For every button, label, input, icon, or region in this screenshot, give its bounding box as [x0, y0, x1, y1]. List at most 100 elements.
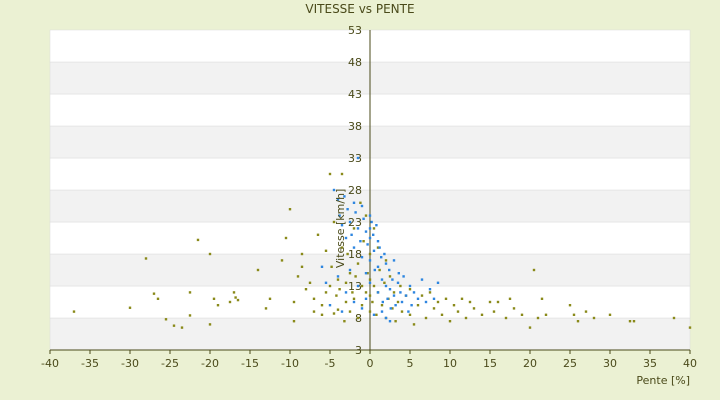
data-point	[344, 291, 348, 294]
data-point	[332, 312, 336, 315]
data-point	[336, 198, 340, 201]
data-point	[520, 313, 524, 316]
data-point	[576, 320, 580, 323]
x-tick-label: -20	[201, 357, 219, 370]
data-point	[383, 252, 386, 256]
data-point	[452, 304, 456, 307]
data-point	[391, 307, 394, 310]
x-tick-label: 10	[443, 357, 457, 370]
data-point	[324, 291, 328, 294]
data-point	[444, 297, 448, 300]
data-point	[391, 278, 394, 281]
data-point	[256, 268, 260, 272]
data-point	[359, 240, 362, 243]
data-point	[128, 306, 132, 309]
data-point	[350, 233, 353, 236]
data-point	[402, 275, 405, 278]
data-point	[388, 275, 392, 278]
data-point	[292, 320, 296, 323]
data-point	[373, 268, 376, 272]
data-point	[376, 240, 380, 243]
x-tick-label: 25	[563, 357, 577, 370]
data-point	[375, 313, 378, 316]
data-point	[188, 291, 192, 294]
data-point	[388, 320, 392, 323]
data-point	[383, 281, 386, 284]
data-point	[608, 313, 612, 316]
data-point	[416, 304, 420, 307]
data-point	[368, 227, 372, 230]
x-tick-label: -10	[281, 357, 299, 370]
data-point	[216, 304, 220, 307]
x-tick-label: -15	[241, 357, 259, 370]
data-point	[366, 272, 369, 275]
data-point	[328, 172, 332, 176]
data-point	[380, 256, 383, 259]
data-point	[384, 284, 388, 288]
data-point	[396, 281, 400, 284]
data-point	[152, 292, 156, 295]
data-point	[512, 307, 516, 310]
data-point	[632, 320, 636, 323]
data-point	[296, 275, 300, 278]
data-point	[352, 297, 356, 300]
data-point	[448, 320, 452, 323]
data-point	[572, 313, 576, 316]
data-point	[208, 323, 212, 326]
data-point	[368, 281, 372, 284]
data-point	[528, 326, 532, 329]
data-point	[397, 272, 400, 275]
data-point	[468, 300, 472, 304]
data-point	[354, 211, 357, 214]
data-point	[144, 257, 148, 260]
data-point	[456, 310, 460, 313]
data-point	[332, 188, 336, 192]
x-tick-label: -5	[325, 357, 336, 370]
data-point	[371, 300, 374, 304]
y-tick-label: 3	[355, 344, 362, 357]
data-point	[196, 238, 200, 242]
data-point	[360, 256, 364, 259]
data-point	[376, 246, 380, 249]
data-point	[492, 310, 496, 313]
data-point	[330, 265, 333, 268]
y-tick-label: 18	[348, 248, 362, 261]
data-point	[368, 259, 372, 262]
data-point	[340, 246, 344, 249]
data-point	[428, 291, 432, 294]
x-tick-label: 20	[523, 357, 537, 370]
data-point	[234, 296, 237, 299]
data-point	[408, 284, 412, 288]
data-point	[264, 307, 268, 310]
data-point	[352, 201, 356, 204]
data-point	[688, 326, 692, 329]
data-point	[336, 275, 340, 278]
data-point	[628, 320, 632, 323]
data-point	[354, 275, 357, 278]
data-point	[328, 284, 332, 288]
data-point	[236, 298, 240, 302]
x-tick-label: 35	[643, 357, 657, 370]
data-point	[436, 281, 440, 284]
data-point	[364, 291, 368, 294]
data-point	[375, 224, 378, 227]
data-point	[156, 297, 160, 300]
data-point	[356, 316, 360, 320]
data-point	[188, 314, 192, 317]
data-point	[536, 316, 540, 320]
y-tick-labels: 38131823283338434853	[348, 24, 362, 357]
data-point	[320, 304, 324, 307]
data-point	[392, 259, 396, 262]
data-points	[72, 156, 692, 329]
data-point	[381, 300, 384, 304]
data-point	[320, 313, 324, 316]
data-point	[336, 308, 340, 311]
data-point	[394, 304, 397, 307]
data-point	[364, 272, 368, 275]
data-point	[370, 220, 373, 224]
data-point	[372, 313, 376, 316]
data-point	[592, 316, 596, 320]
data-point	[362, 217, 365, 220]
x-tick-label: -35	[81, 357, 99, 370]
data-point	[424, 300, 428, 304]
